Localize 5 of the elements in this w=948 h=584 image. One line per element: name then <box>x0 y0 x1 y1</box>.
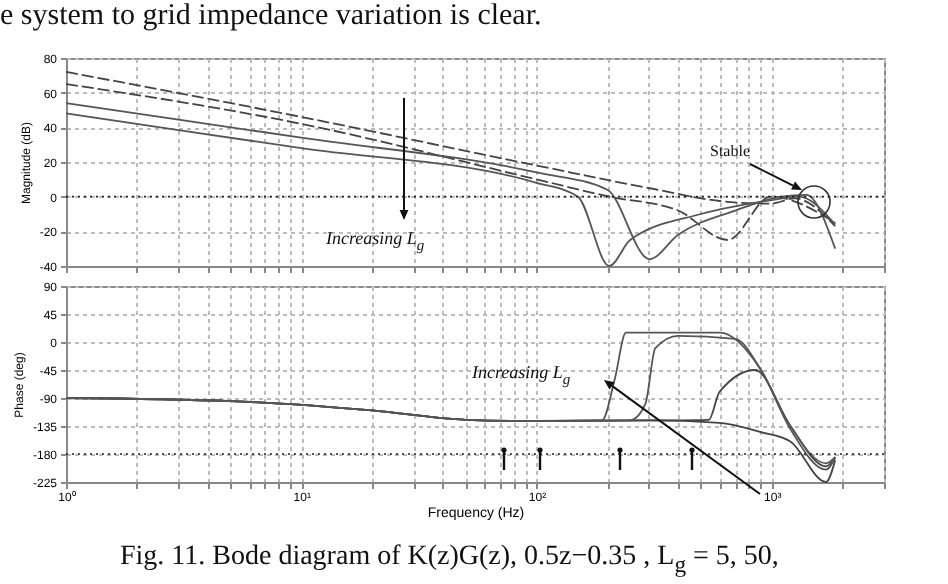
annotation: Increasing L$_{g}$ <box>472 362 571 388</box>
annotation: Increasing L$_{g}$ <box>326 228 425 254</box>
annotation: Stable <box>710 142 750 160</box>
caption: Fig. 11. Bode diagram of K(z)G(z), 0.5z−0.35 , L$_{g}$ = 5, 50, <box>120 542 779 578</box>
text: e system to grid impedance variation is clear. <box>0 0 542 34</box>
